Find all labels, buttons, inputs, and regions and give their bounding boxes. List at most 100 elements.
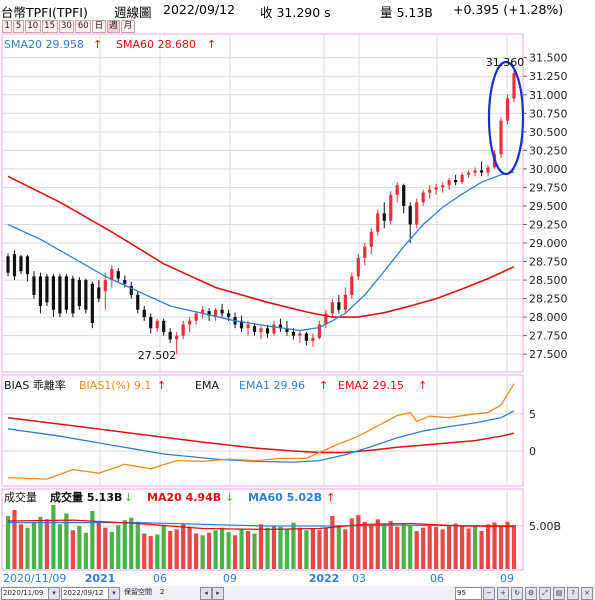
period-button[interactable]: 月	[121, 20, 135, 33]
period-button[interactable]: 5	[13, 20, 24, 33]
candle-body	[188, 320, 192, 325]
keep-space-value[interactable]: 2	[160, 588, 165, 596]
volume-bar	[44, 519, 50, 569]
calendar-icon[interactable]: ▾	[48, 587, 60, 600]
volume-bar	[434, 526, 439, 569]
volume-ma60-label: MA60 5.02B	[248, 491, 322, 504]
refresh-icon[interactable]: ↻	[511, 587, 523, 600]
volume-bar	[362, 521, 367, 569]
period-button[interactable]: 週	[106, 20, 121, 33]
bias1-arrow: ↑	[157, 379, 166, 392]
volume-bar	[155, 534, 160, 569]
volume-bar	[408, 526, 413, 569]
period-button[interactable]: 60	[75, 20, 92, 33]
sma20-line	[7, 171, 515, 332]
candle-body	[512, 73, 516, 99]
period-button[interactable]: 30	[58, 20, 75, 33]
candle-body	[239, 320, 244, 329]
period-button[interactable]: 1	[2, 20, 13, 33]
period-button[interactable]: 10	[24, 20, 41, 33]
scroll-right-icon[interactable]: ▸	[212, 587, 224, 600]
volume-bar	[245, 531, 251, 569]
volume-bar	[485, 524, 491, 569]
candle-body	[402, 185, 406, 206]
candle-body	[168, 331, 172, 340]
candle-body	[259, 328, 263, 332]
candle-body	[129, 285, 133, 295]
volume-bar	[174, 529, 179, 569]
volume-bar	[271, 526, 277, 569]
price-tick-label: 28.000	[529, 311, 568, 324]
annotation-ellipse	[487, 60, 525, 176]
close-icon[interactable]: ×	[581, 587, 593, 600]
volume-bar	[460, 526, 465, 569]
volume-bar	[330, 515, 335, 569]
volume-bar	[317, 530, 322, 569]
price-tick-label: 29.000	[529, 237, 568, 250]
print-icon[interactable]: ▤	[553, 587, 565, 600]
ema1-line	[7, 410, 515, 463]
volume-bar	[505, 521, 510, 569]
candle-body	[447, 180, 451, 186]
volume-bar	[498, 526, 504, 569]
candle-body	[486, 167, 490, 173]
volume-bar	[116, 525, 121, 569]
calendar-icon[interactable]: ▾	[108, 587, 120, 600]
volume-ma20-line	[7, 519, 515, 531]
x-axis-label: 09	[223, 572, 237, 585]
count-field[interactable]: 95	[455, 587, 482, 600]
candle-body	[460, 174, 464, 183]
volume-bar	[239, 528, 244, 569]
scroll-left-icon[interactable]: ◂	[200, 587, 212, 600]
bias1-label: BIAS1(%) 9.1	[79, 379, 151, 392]
end-date-field[interactable]: 2022/09/12	[61, 587, 109, 600]
zoom-in-icon[interactable]: +	[497, 587, 509, 600]
candle-body	[330, 302, 334, 314]
candle-body	[38, 276, 43, 306]
period-button[interactable]: 日	[92, 20, 106, 33]
candle-body	[324, 313, 328, 325]
low-price-label: 27.502	[138, 349, 177, 362]
help-icon[interactable]: ?	[567, 587, 579, 600]
candle-body	[421, 192, 425, 203]
volume-bar	[304, 530, 309, 569]
keep-space-label: 保留空間	[124, 588, 152, 596]
volume-bar	[96, 521, 101, 569]
price-tick-label: 29.500	[529, 200, 568, 213]
volume-bar	[129, 517, 134, 569]
volume-bar	[466, 528, 471, 569]
volume-bar	[427, 525, 432, 569]
candle-body	[363, 246, 367, 258]
start-date-field[interactable]: 2020/11/09	[1, 587, 49, 600]
candle-body	[51, 276, 56, 310]
candle-body	[162, 320, 166, 332]
footer-bar: 2020/11/09 ▾ 2022/09/12 ▾ 保留空間 2 ◂ ▸ 95 …	[0, 586, 595, 600]
volume-bar	[103, 527, 108, 569]
price-tick-label: 30.750	[529, 107, 568, 120]
candle-body	[155, 320, 159, 329]
candle-body	[32, 276, 36, 295]
expand-icon[interactable]: ⤢	[539, 587, 551, 600]
candle-body	[395, 185, 399, 195]
volume-bar	[453, 523, 458, 569]
volume-bar	[323, 527, 328, 569]
volume-bar	[278, 526, 283, 569]
bias-panel-frame	[1, 374, 524, 487]
volume-bar	[252, 533, 257, 569]
volume-bar	[187, 526, 192, 569]
period-button[interactable]: 15	[41, 20, 58, 33]
price-tick-label: 31.000	[529, 89, 568, 102]
candle-body	[25, 256, 30, 275]
volume-bar	[447, 526, 452, 569]
settings-icon[interactable]: ⚙	[525, 587, 537, 600]
candle-body	[207, 311, 211, 316]
candle-body	[428, 189, 432, 193]
zoom-out-icon[interactable]: −	[483, 587, 495, 600]
chart-period: 週線圖	[114, 5, 152, 20]
price-tick-label: 27.500	[529, 348, 568, 361]
ema1-arrow: ↑	[319, 379, 328, 392]
candle-body	[71, 278, 75, 314]
volume-bar	[343, 529, 348, 569]
volume-bar	[472, 525, 478, 569]
volume-bar	[297, 527, 303, 569]
